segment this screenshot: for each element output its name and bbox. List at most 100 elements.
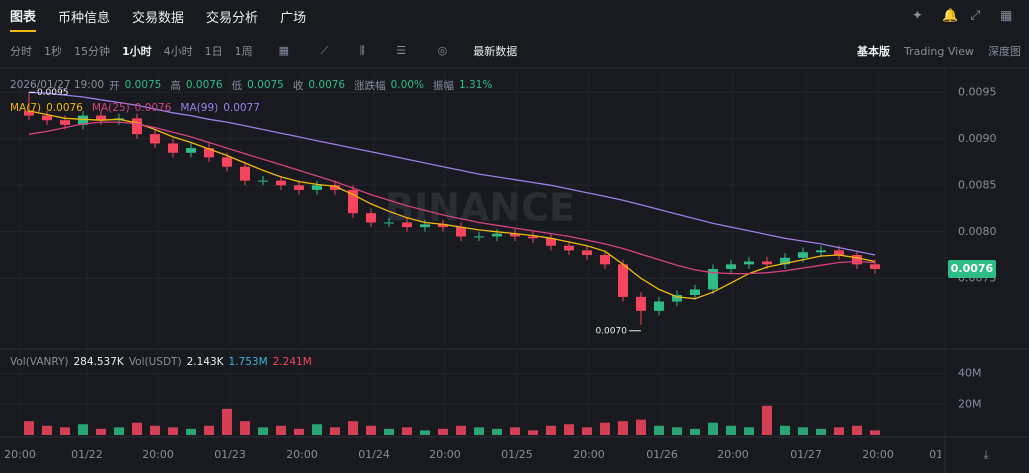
info-time: 2026/01/27 19:00 — [10, 79, 105, 91]
candle-body — [635, 296, 646, 311]
candle-body — [59, 120, 70, 125]
candle-body — [293, 185, 304, 190]
tab[interactable]: 交易数据 — [132, 10, 185, 26]
candle-body — [653, 301, 664, 311]
interval-button[interactable]: 4小时 — [163, 45, 193, 58]
x-tick-label: 01/23 — [214, 448, 246, 461]
view-button[interactable]: Trading View — [904, 44, 974, 58]
last-price-label: 0.0076 — [951, 262, 994, 275]
candle-body — [437, 224, 448, 228]
x-tick-label: 20:00 — [4, 448, 36, 461]
ma-value: 0.0077 — [223, 102, 260, 114]
interval-button[interactable]: 1周 — [234, 45, 253, 58]
x-tick-label: 01/28 — [929, 448, 961, 461]
candle-body — [131, 118, 142, 135]
header-icon[interactable]: 🔔 — [942, 8, 958, 24]
volume-bar — [329, 427, 340, 435]
x-tick-label: 01/22 — [71, 448, 103, 461]
header-icon[interactable]: ✦ — [912, 9, 923, 24]
volume-bar — [221, 408, 232, 435]
tool-icons[interactable]: ▦ ⟋ ⫼ ☰ ◎ — [278, 44, 462, 57]
tab[interactable]: 图表 — [10, 0, 37, 32]
candle-body — [455, 227, 466, 237]
candle-body — [743, 261, 754, 265]
candle-body — [581, 250, 592, 256]
annotation: 0.0070 — [595, 326, 627, 336]
volume-bar — [419, 430, 430, 435]
info-value: 1.31% — [458, 79, 493, 91]
interval-button[interactable]: 1日 — [204, 45, 223, 58]
candle-body — [761, 261, 772, 265]
volume-bar — [617, 421, 628, 435]
volume-bar — [761, 405, 772, 435]
x-tick-label: 20:00 — [717, 448, 749, 461]
ma-name: MA(25) — [91, 102, 130, 114]
candle-body — [509, 233, 520, 237]
ma-legend: MA(7) 0.0076 MA(25) 0.0076 MA(99) 0.0077 — [0, 101, 264, 115]
candle-body — [149, 134, 160, 144]
volume-bar — [725, 425, 736, 435]
info-value: 0.00% — [390, 79, 424, 91]
info-label: 振幅 — [432, 79, 454, 92]
candle-body — [41, 115, 52, 121]
candle-body — [203, 148, 214, 158]
candle-body — [545, 238, 556, 246]
volume-bar — [635, 419, 646, 435]
volume-legend-item: 2.241M — [272, 356, 312, 368]
volume-bar — [527, 430, 538, 435]
interval-button[interactable]: 15分钟 — [74, 45, 110, 58]
volume-bar — [113, 427, 124, 435]
volume-bar — [293, 428, 304, 435]
info-value: 0.0075 — [247, 79, 284, 91]
volume-legend-item: 1.753M — [228, 356, 268, 368]
info-label: 收 — [292, 79, 304, 92]
volume-bar — [545, 425, 556, 435]
x-tick-label: 20:00 — [862, 448, 894, 461]
data-menu[interactable]: 最新数据 — [473, 45, 518, 58]
view-button[interactable]: 基本版 — [857, 45, 891, 58]
info-value: 0.0075 — [124, 79, 162, 91]
candle-body — [167, 143, 178, 153]
volume-bar — [131, 422, 142, 435]
volume-legend-item: Vol(USDT) — [128, 356, 182, 368]
volume-bar — [149, 425, 160, 435]
candle-body — [563, 245, 574, 251]
volume-bar — [383, 428, 394, 435]
volume-bar — [401, 427, 412, 435]
volume-bar — [689, 428, 700, 435]
tab[interactable]: 广场 — [280, 10, 307, 26]
volume-bar — [743, 427, 754, 435]
volume-bar — [509, 427, 520, 435]
interval-button[interactable]: 1秒 — [44, 45, 62, 58]
interval-button[interactable]: 分时 — [10, 45, 32, 58]
y-tick-label: 0.0085 — [958, 178, 997, 191]
x-tick-label: 20:00 — [429, 448, 461, 461]
header-icon[interactable]: ▦ — [1000, 9, 1012, 24]
tab[interactable]: 交易分析 — [206, 10, 259, 26]
y-tick-label: 0.0080 — [958, 225, 997, 238]
candle-body — [383, 222, 394, 224]
volume-bar — [833, 427, 844, 435]
candle-body — [347, 189, 358, 214]
volume-bar — [167, 427, 178, 435]
volume-bar — [815, 428, 826, 435]
volume-bar — [365, 425, 376, 435]
ma-name: MA(99) — [180, 102, 219, 114]
header-icon[interactable]: ⤢ — [970, 9, 980, 24]
candle-body — [221, 157, 232, 167]
settings-icon: ⤓ — [983, 448, 989, 462]
info-label: 开 — [109, 79, 120, 92]
last-price-tag — [948, 259, 996, 278]
volume-bar — [581, 427, 592, 435]
candle-body — [671, 295, 682, 302]
volume-bar — [473, 427, 484, 435]
tab[interactable]: 币种信息 — [58, 10, 111, 26]
interval-button[interactable]: 1小时 — [122, 45, 152, 58]
volume-bar — [257, 427, 268, 435]
view-button[interactable]: 深度图 — [988, 45, 1021, 58]
volume-bar — [851, 425, 862, 435]
annotation: 0.0095 — [37, 88, 68, 98]
x-tick-label: 20:00 — [142, 448, 174, 461]
